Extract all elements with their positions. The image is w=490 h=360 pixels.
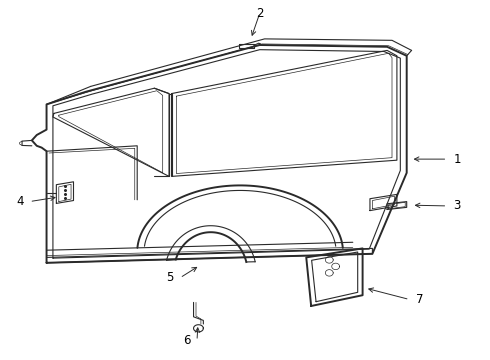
Text: 4: 4 [16,195,24,208]
Text: 7: 7 [416,293,423,306]
Text: 6: 6 [184,334,191,347]
Text: 5: 5 [167,271,174,284]
Text: 3: 3 [453,199,461,212]
Text: 1: 1 [453,153,461,166]
Text: 2: 2 [256,7,264,20]
